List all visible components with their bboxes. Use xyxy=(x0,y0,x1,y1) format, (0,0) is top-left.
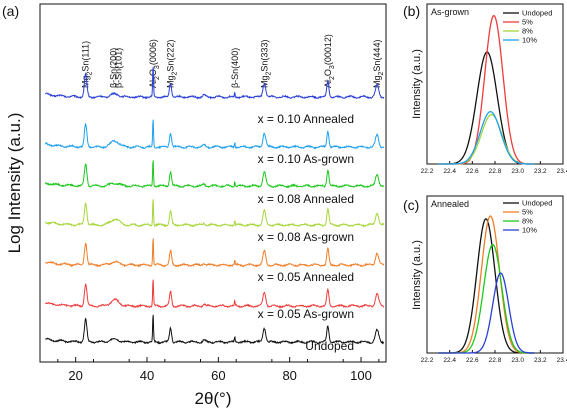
legend-label: Undoped xyxy=(522,199,552,208)
panel-c-plot: 22.2 22.4 22.6 22.8 23.0 23.2 23.4 Undoped5%8%1… xyxy=(421,199,567,365)
peak-label: Al2O3(00012) xyxy=(323,34,336,88)
peak-label: β-Sn(400) xyxy=(230,48,240,88)
xrd-trace-line xyxy=(44,119,385,150)
series-labels: x = 0.10 Annealed x = 0.10 As-grown x = 0.… xyxy=(258,112,354,353)
panel-b-plot: 22.2 22.4 22.6 22.8 23.0 23.2 23.4 Undoped5%8%1… xyxy=(421,9,567,176)
panel-a-frame xyxy=(39,3,387,363)
x-tick-label: 23.0 xyxy=(511,357,524,364)
x-tick-label: 22.4 xyxy=(443,357,456,364)
xrd-trace-line xyxy=(45,199,385,228)
x-tick-label: 22.8 xyxy=(489,357,502,364)
peak-label: β-Sn(200) xyxy=(108,48,118,88)
xrd-trace-line xyxy=(45,314,385,345)
legend-label: 5% xyxy=(522,208,533,217)
panel-c-label: (c) xyxy=(403,197,419,213)
x-axis-label: 2θ(°) xyxy=(194,389,231,408)
series-label: x = 0.05 Annealed xyxy=(258,270,354,284)
peak-labels: Mg2Sn(111) β-Sn(200)β-Sn(101) Al2O3(0006) M… xyxy=(81,34,385,88)
series-label: x = 0.10 As-grown xyxy=(258,152,354,166)
fit-curve xyxy=(438,272,535,354)
fit-curve xyxy=(438,113,535,165)
peak-label: Mg2Sn(222) xyxy=(166,40,179,88)
x-tick-label: 40 xyxy=(140,368,154,383)
panel-c-y-label: Intensity (a.u.) xyxy=(411,240,423,310)
xrd-traces xyxy=(44,66,385,345)
panel-b-label: (b) xyxy=(403,3,420,19)
x-axis-ticks: 20 40 60 80 100 xyxy=(57,357,380,383)
panel-b-annotation: As-grown xyxy=(431,7,469,17)
panel-b-y-label: Intensity (a.u.) xyxy=(411,49,423,119)
fit-curve xyxy=(438,218,535,354)
legend-label: Undoped xyxy=(522,9,552,18)
x-tick-label: 22.6 xyxy=(466,357,479,364)
x-tick-label: 22.2 xyxy=(421,357,434,364)
peak-label: Al2O3(0006) xyxy=(148,39,161,88)
x-tick-label: 80 xyxy=(282,368,296,383)
peak-label: Mg2Sn(333) xyxy=(259,40,272,88)
y-axis-label: Log Intensity (a.u.) xyxy=(5,113,24,254)
x-tick-label: 23.4 xyxy=(557,168,567,175)
x-tick-label: 22.6 xyxy=(466,168,479,175)
peak-label: β-Sn(101) xyxy=(113,48,123,88)
series-label: x = 0.05 As-grown xyxy=(258,307,354,321)
panel-c-annotation: Annealed xyxy=(431,199,469,209)
panel-c: (c) Annealed Intensity (a.u.) 22.2 22.4 22… xyxy=(403,195,567,365)
x-tick-label: 23.2 xyxy=(534,357,547,364)
x-tick-label: 23.4 xyxy=(557,357,567,364)
fit-curve xyxy=(438,215,535,354)
x-tick-label: 22.4 xyxy=(443,168,456,175)
x-tick-label: 100 xyxy=(350,368,372,383)
fit-curve xyxy=(438,110,535,165)
series-label: x = 0.10 Annealed xyxy=(258,112,354,126)
x-tick-label: 23.0 xyxy=(511,168,524,175)
legend-label: 10% xyxy=(522,226,537,235)
xrd-trace-line xyxy=(44,160,385,189)
peak-label: Mg2Sn(444) xyxy=(372,40,385,88)
series-label: x = 0.08 As-grown xyxy=(258,230,354,244)
fit-curve xyxy=(438,51,535,165)
x-tick-label: 23.2 xyxy=(534,168,547,175)
legend-label: 10% xyxy=(522,36,537,45)
xrd-trace-line xyxy=(45,238,385,268)
legend-label: 5% xyxy=(522,18,533,27)
x-tick-label: 22.8 xyxy=(489,168,502,175)
series-label: Undoped xyxy=(305,339,354,353)
panel-a-label: (a) xyxy=(2,3,19,19)
panel-a: (a) Mg2Sn(111) β-Sn(200)β-Sn(101) Al2O3(00… xyxy=(2,3,387,408)
xrd-trace-line xyxy=(44,66,385,100)
panel-b: (b) As-grown Intensity (a.u.) 22.2 22.4 22… xyxy=(403,3,567,175)
legend-label: 8% xyxy=(522,217,533,226)
peak-label: Mg2Sn(111) xyxy=(81,41,94,88)
x-tick-label: 60 xyxy=(211,368,225,383)
fit-curve xyxy=(438,14,535,165)
xrd-trace-line xyxy=(45,279,385,309)
x-tick-label: 20 xyxy=(68,368,82,383)
legend-label: 8% xyxy=(522,27,533,36)
x-tick-label: 22.2 xyxy=(421,168,434,175)
series-label: x = 0.08 Annealed xyxy=(258,192,354,206)
